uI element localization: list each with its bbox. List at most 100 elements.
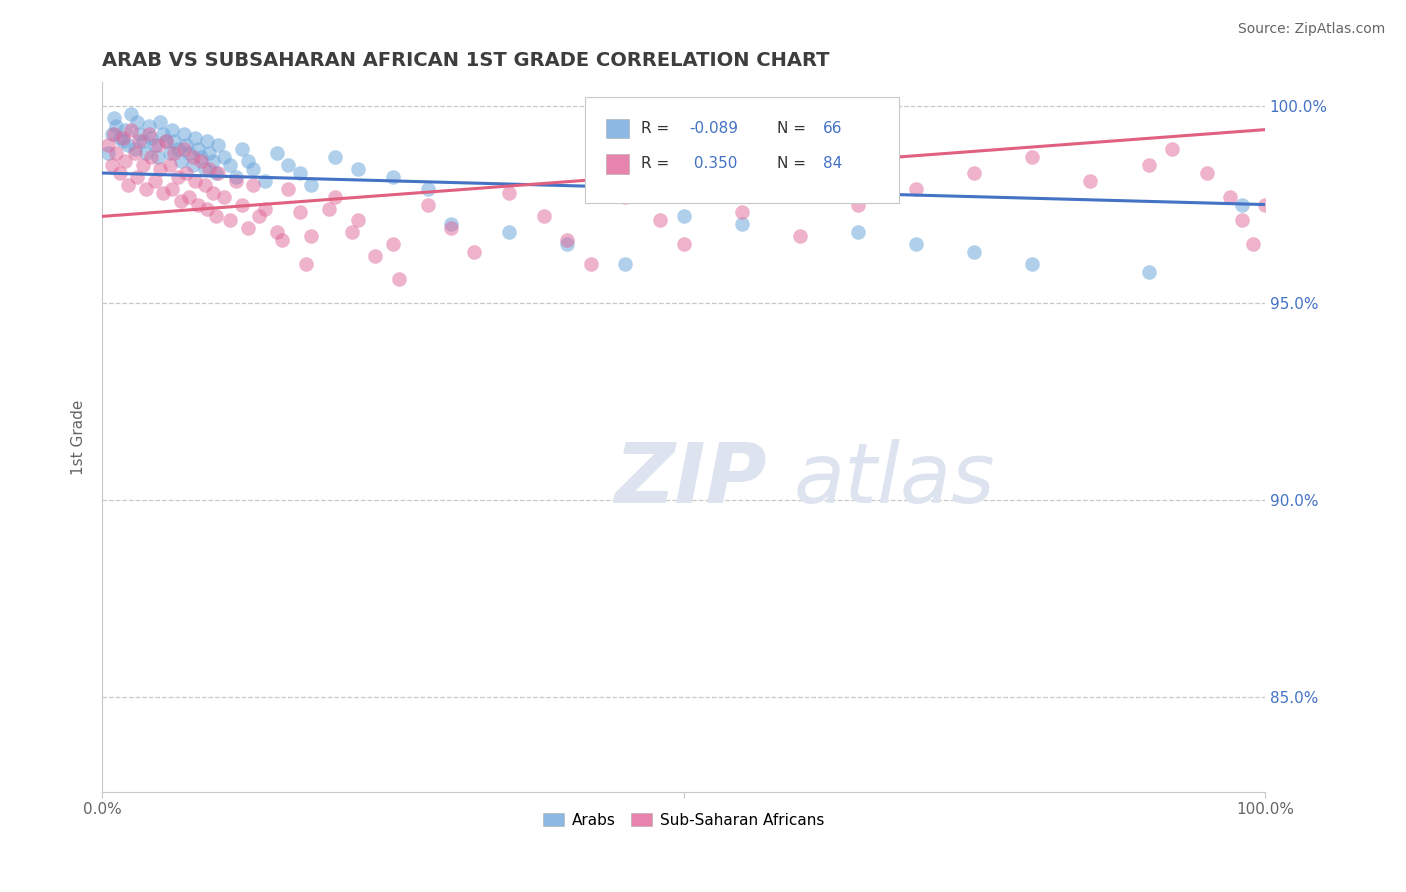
Text: 84: 84 [823, 156, 842, 171]
Point [135, 146, 157, 161]
Point [253, 202, 276, 216]
Point [846, 197, 869, 211]
Point [440, 221, 463, 235]
Point [181, 158, 204, 172]
Point [138, 127, 160, 141]
Text: ZIP: ZIP [614, 439, 766, 520]
Text: 66: 66 [823, 121, 842, 136]
Bar [606, 119, 628, 138]
Point [214, 189, 236, 203]
Point [231, 142, 253, 156]
Point [190, 150, 212, 164]
Point [205, 166, 228, 180]
Point [846, 225, 869, 239]
Point [650, 213, 672, 227]
Point [731, 217, 754, 231]
Text: Source: ZipAtlas.com: Source: ZipAtlas.com [1237, 22, 1385, 37]
Point [463, 244, 485, 259]
Point [242, 162, 264, 177]
Point [114, 122, 136, 136]
Text: N =: N = [776, 156, 806, 171]
Text: N =: N = [776, 121, 806, 136]
Point [187, 142, 209, 156]
Point [219, 213, 242, 227]
Point [135, 182, 157, 196]
Point [174, 138, 197, 153]
Y-axis label: 1st Grade: 1st Grade [72, 400, 86, 475]
Point [146, 138, 169, 153]
Point [1137, 158, 1160, 172]
Point [381, 237, 404, 252]
Point [100, 127, 122, 141]
Point [323, 189, 346, 203]
Point [159, 146, 181, 161]
Point [271, 233, 294, 247]
Point [127, 169, 149, 184]
Point [108, 130, 131, 145]
Point [112, 135, 135, 149]
Point [1219, 189, 1241, 203]
Point [193, 162, 215, 177]
Point [614, 189, 637, 203]
Point [905, 237, 928, 252]
Point [97, 146, 120, 161]
Point [195, 202, 218, 216]
Point [1080, 174, 1102, 188]
Point [143, 174, 166, 188]
Point [672, 210, 695, 224]
Point [1137, 264, 1160, 278]
Point [225, 174, 247, 188]
Point [789, 229, 811, 244]
Point [1021, 257, 1043, 271]
Point [108, 166, 131, 180]
Point [1230, 197, 1253, 211]
Text: R =: R = [641, 121, 669, 136]
Point [225, 169, 247, 184]
Point [163, 135, 186, 149]
Text: atlas: atlas [794, 439, 995, 520]
Point [614, 257, 637, 271]
Point [120, 107, 142, 121]
Point [231, 197, 253, 211]
Text: ARAB VS SUBSAHARAN AFRICAN 1ST GRADE CORRELATION CHART: ARAB VS SUBSAHARAN AFRICAN 1ST GRADE COR… [103, 51, 830, 70]
Point [155, 135, 177, 149]
Point [301, 229, 323, 244]
Point [1230, 213, 1253, 227]
Point [301, 178, 323, 192]
Point [1160, 142, 1182, 156]
Point [364, 249, 387, 263]
Point [277, 158, 299, 172]
Point [132, 158, 155, 172]
Point [174, 166, 197, 180]
Point [138, 119, 160, 133]
Point [170, 194, 193, 208]
Point [117, 138, 139, 153]
Bar [606, 154, 628, 174]
Point [166, 169, 188, 184]
Point [166, 142, 188, 156]
Point [1021, 150, 1043, 164]
Point [236, 154, 259, 169]
Point [672, 237, 695, 252]
Point [160, 122, 183, 136]
Point [533, 210, 555, 224]
Point [146, 150, 169, 164]
Point [173, 142, 195, 156]
Point [139, 130, 162, 145]
Point [266, 225, 288, 239]
Point [247, 210, 270, 224]
Point [201, 154, 224, 169]
Point [117, 178, 139, 192]
Point [114, 154, 136, 169]
Point [181, 150, 204, 164]
Point [179, 189, 201, 203]
Point [340, 225, 363, 239]
Point [124, 146, 146, 161]
Point [288, 166, 311, 180]
Point [288, 205, 311, 219]
Point [253, 174, 276, 188]
Point [266, 146, 288, 161]
Point [205, 210, 228, 224]
Point [498, 225, 520, 239]
Point [731, 205, 754, 219]
